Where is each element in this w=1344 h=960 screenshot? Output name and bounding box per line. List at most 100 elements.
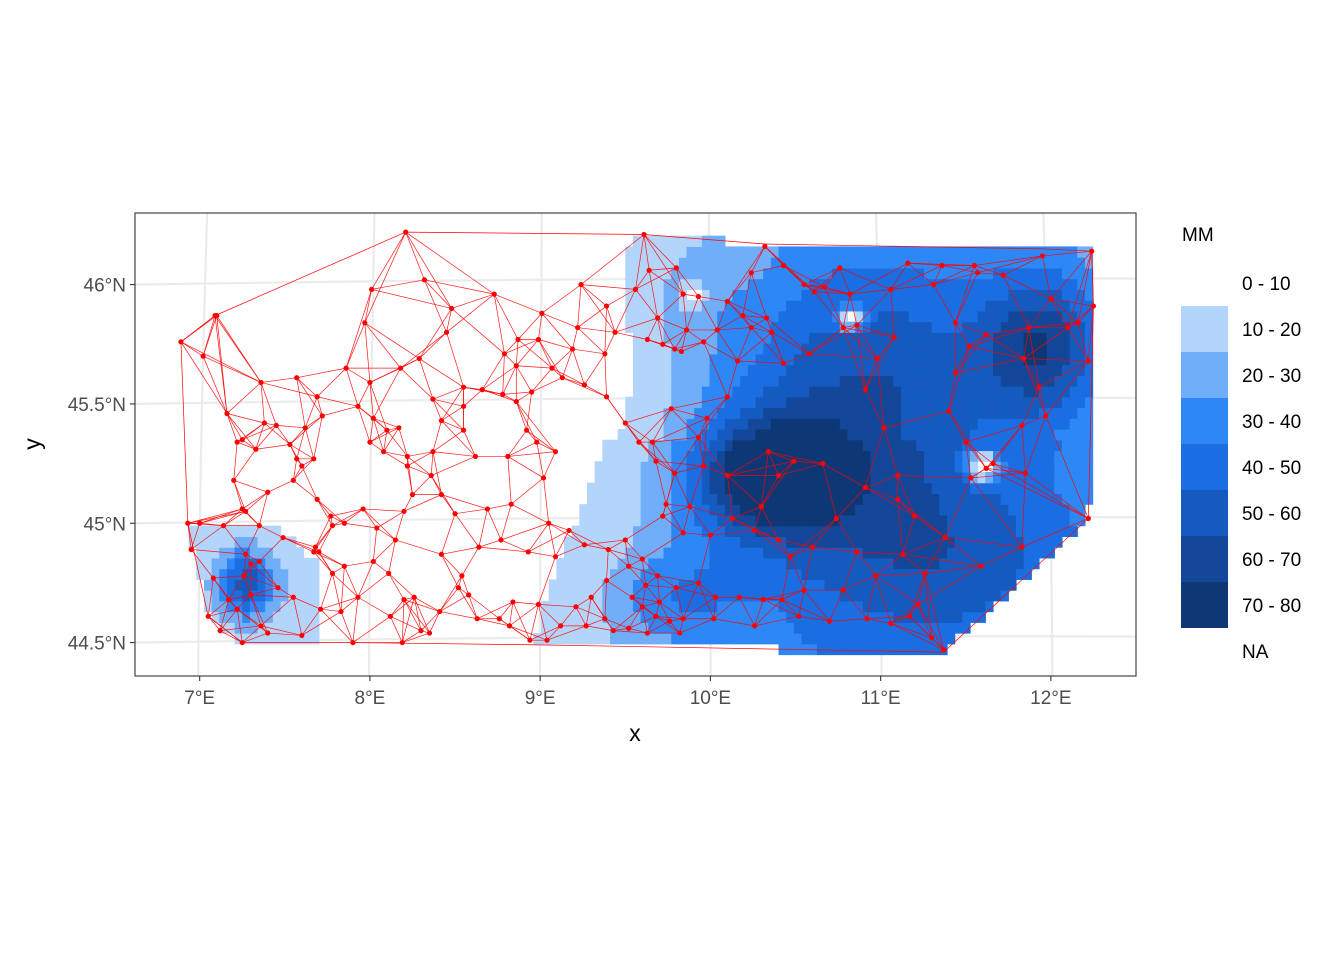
contour-cell xyxy=(303,611,312,623)
contour-cell xyxy=(816,267,826,280)
station-point xyxy=(673,265,679,271)
mesh-edge xyxy=(1023,358,1047,416)
contour-cell xyxy=(885,375,895,387)
contour-cell xyxy=(272,568,282,580)
mesh-edge xyxy=(727,272,752,302)
contour-cell xyxy=(280,633,289,645)
contour-cell xyxy=(847,267,856,280)
contour-cell xyxy=(901,289,910,301)
contour-cell xyxy=(648,235,657,248)
contour-cell xyxy=(740,343,749,355)
mesh-edge xyxy=(875,575,892,624)
mesh-edge xyxy=(710,518,733,536)
contour-cell xyxy=(916,428,925,441)
contour-cell xyxy=(1008,375,1017,387)
contour-cell xyxy=(717,450,726,462)
contour-cell xyxy=(855,407,864,419)
contour-cell xyxy=(671,386,680,398)
contour-cell xyxy=(947,428,956,441)
contour-cell xyxy=(740,579,749,591)
mesh-edge xyxy=(507,451,556,457)
mesh-edge xyxy=(461,575,469,595)
mesh-edge xyxy=(575,606,605,620)
contour-cell xyxy=(816,590,826,602)
mesh-edge xyxy=(1042,250,1092,257)
contour-cell xyxy=(985,300,994,312)
contour-cell xyxy=(586,525,596,537)
contour-cell xyxy=(640,439,649,452)
contour-cell xyxy=(234,579,243,591)
contour-cell xyxy=(295,600,305,613)
mesh-edge xyxy=(1050,298,1079,324)
mesh-edge xyxy=(625,422,653,443)
contour-cell xyxy=(908,504,917,516)
contour-cell xyxy=(609,461,619,473)
contour-cell xyxy=(770,514,780,527)
contour-cell xyxy=(901,300,910,312)
contour-cell xyxy=(947,353,956,366)
mesh-edge xyxy=(412,475,432,495)
contour-cell xyxy=(824,407,833,419)
contour-cell xyxy=(1000,504,1009,516)
contour-cell xyxy=(970,343,979,355)
contour-cell xyxy=(1046,267,1055,280)
contour-cell xyxy=(778,428,787,441)
contour-cell xyxy=(617,428,626,441)
station-point xyxy=(864,616,870,622)
mesh-edge xyxy=(414,596,440,612)
contour-cell xyxy=(878,364,887,376)
mesh-edge xyxy=(986,468,1026,474)
contour-cell xyxy=(1023,557,1032,570)
contour-cell xyxy=(1084,407,1094,419)
contour-cell xyxy=(847,278,856,290)
contour-cell xyxy=(579,557,588,570)
mesh-edge xyxy=(293,480,318,500)
contour-cell xyxy=(801,504,810,516)
mesh-edge xyxy=(516,391,532,402)
mesh-edge xyxy=(754,530,791,557)
mesh-edge xyxy=(345,289,372,369)
mesh-edge xyxy=(824,267,841,288)
legend-key xyxy=(1181,536,1228,582)
mesh-edge xyxy=(577,284,582,328)
contour-cell xyxy=(1054,504,1063,516)
contour-cell xyxy=(1054,439,1063,452)
station-point xyxy=(501,351,508,357)
contour-cell xyxy=(602,504,611,516)
mesh-edge xyxy=(383,451,408,457)
contour-cell xyxy=(755,375,764,387)
contour-cell xyxy=(632,418,642,430)
contour-cell xyxy=(1077,418,1086,430)
contour-cell xyxy=(288,633,297,645)
mesh-edge xyxy=(548,523,556,557)
contour-cell xyxy=(901,482,910,495)
mesh-edge xyxy=(761,475,779,507)
contour-cell xyxy=(701,590,711,602)
mesh-edge xyxy=(546,625,587,641)
contour-cell xyxy=(747,418,757,430)
contour-cell xyxy=(579,547,588,559)
contour-cell xyxy=(747,375,757,387)
contour-cell xyxy=(640,310,649,323)
mesh-edge xyxy=(727,460,794,476)
mesh-edge xyxy=(482,365,517,390)
station-point xyxy=(854,322,860,328)
contour-cell xyxy=(824,386,833,398)
contour-cell xyxy=(862,321,872,333)
contour-cell xyxy=(686,568,695,580)
contour-cell xyxy=(947,418,956,430)
contour-cell xyxy=(1069,267,1078,280)
contour-cell xyxy=(970,504,979,516)
contour-cell xyxy=(855,428,864,441)
mesh-edge xyxy=(890,289,895,338)
contour-cell xyxy=(939,439,948,452)
contour-cell xyxy=(280,557,289,570)
contour-cell xyxy=(931,353,940,366)
mesh-edge xyxy=(968,334,987,347)
contour-cell xyxy=(763,396,772,409)
contour-cell xyxy=(862,622,872,634)
station-point xyxy=(401,508,407,514)
mesh-edge xyxy=(945,537,1022,548)
contour-cell xyxy=(648,450,657,462)
